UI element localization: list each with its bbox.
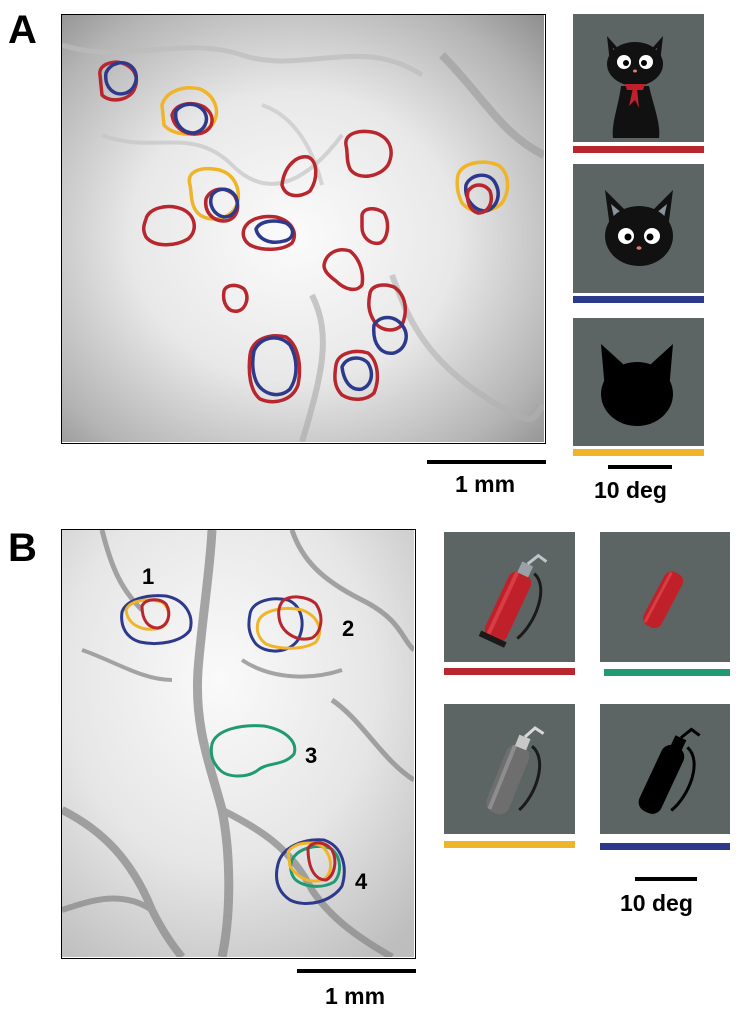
stimulus-fire-extinguisher-gray xyxy=(444,704,575,834)
panel-a-stimulus-scale-label: 10 deg xyxy=(594,477,667,503)
panel-b-cortex-map xyxy=(61,529,416,959)
panel-b-label: B xyxy=(8,526,37,570)
stimulus-color-bar-blue xyxy=(573,296,704,303)
panel-b-map-scale-label: 1 mm xyxy=(325,983,386,1009)
stimulus-cat-toy-full xyxy=(573,14,704,142)
panel-b-stimulus-scale-label: 10 deg xyxy=(620,890,693,916)
panel-a-activation-overlay xyxy=(62,15,544,442)
panel-a-label: A xyxy=(8,8,37,52)
stimulus-color-bar-yellow xyxy=(444,841,575,848)
fire-extinguisher-color-image xyxy=(478,553,548,648)
stimulus-color-bar-yellow xyxy=(573,449,704,456)
panel-a-map-scale-bar xyxy=(427,460,546,464)
panel-a-cortex-map xyxy=(61,14,546,444)
panel-b-activation-overlay xyxy=(62,530,414,957)
cat-head-silhouette-image xyxy=(601,344,673,426)
panel-b-map-scale-bar xyxy=(297,969,416,973)
region-label-2: 2 xyxy=(342,616,355,641)
stimulus-color-bar-red xyxy=(444,668,575,675)
region-label-1: 1 xyxy=(142,564,155,589)
stimulus-cat-toy-head xyxy=(573,164,704,293)
stimulus-fire-extinguisher-color xyxy=(444,532,575,662)
cat-toy-full-image xyxy=(607,36,663,138)
stimulus-color-bar-blue xyxy=(600,843,730,850)
panel-b-stimulus-scale-bar xyxy=(635,877,697,881)
region-label-3: 3 xyxy=(305,743,318,768)
panel-a-map-scale-label: 1 mm xyxy=(455,471,516,497)
stimulus-color-bar-red xyxy=(573,146,704,153)
stimulus-color-bar-green xyxy=(604,669,730,676)
panel-a-stimulus-scale-bar xyxy=(608,465,672,469)
stimulus-extinguisher-silhouette xyxy=(600,704,730,834)
stimulus-cat-head-silhouette xyxy=(573,318,704,446)
stimulus-extinguisher-body-only xyxy=(600,532,730,662)
extinguisher-silhouette-image xyxy=(638,727,701,814)
extinguisher-body-only-image xyxy=(642,571,684,629)
fire-extinguisher-gray-image xyxy=(486,726,545,815)
cat-toy-head-image xyxy=(605,190,673,266)
region-label-4: 4 xyxy=(355,869,368,894)
